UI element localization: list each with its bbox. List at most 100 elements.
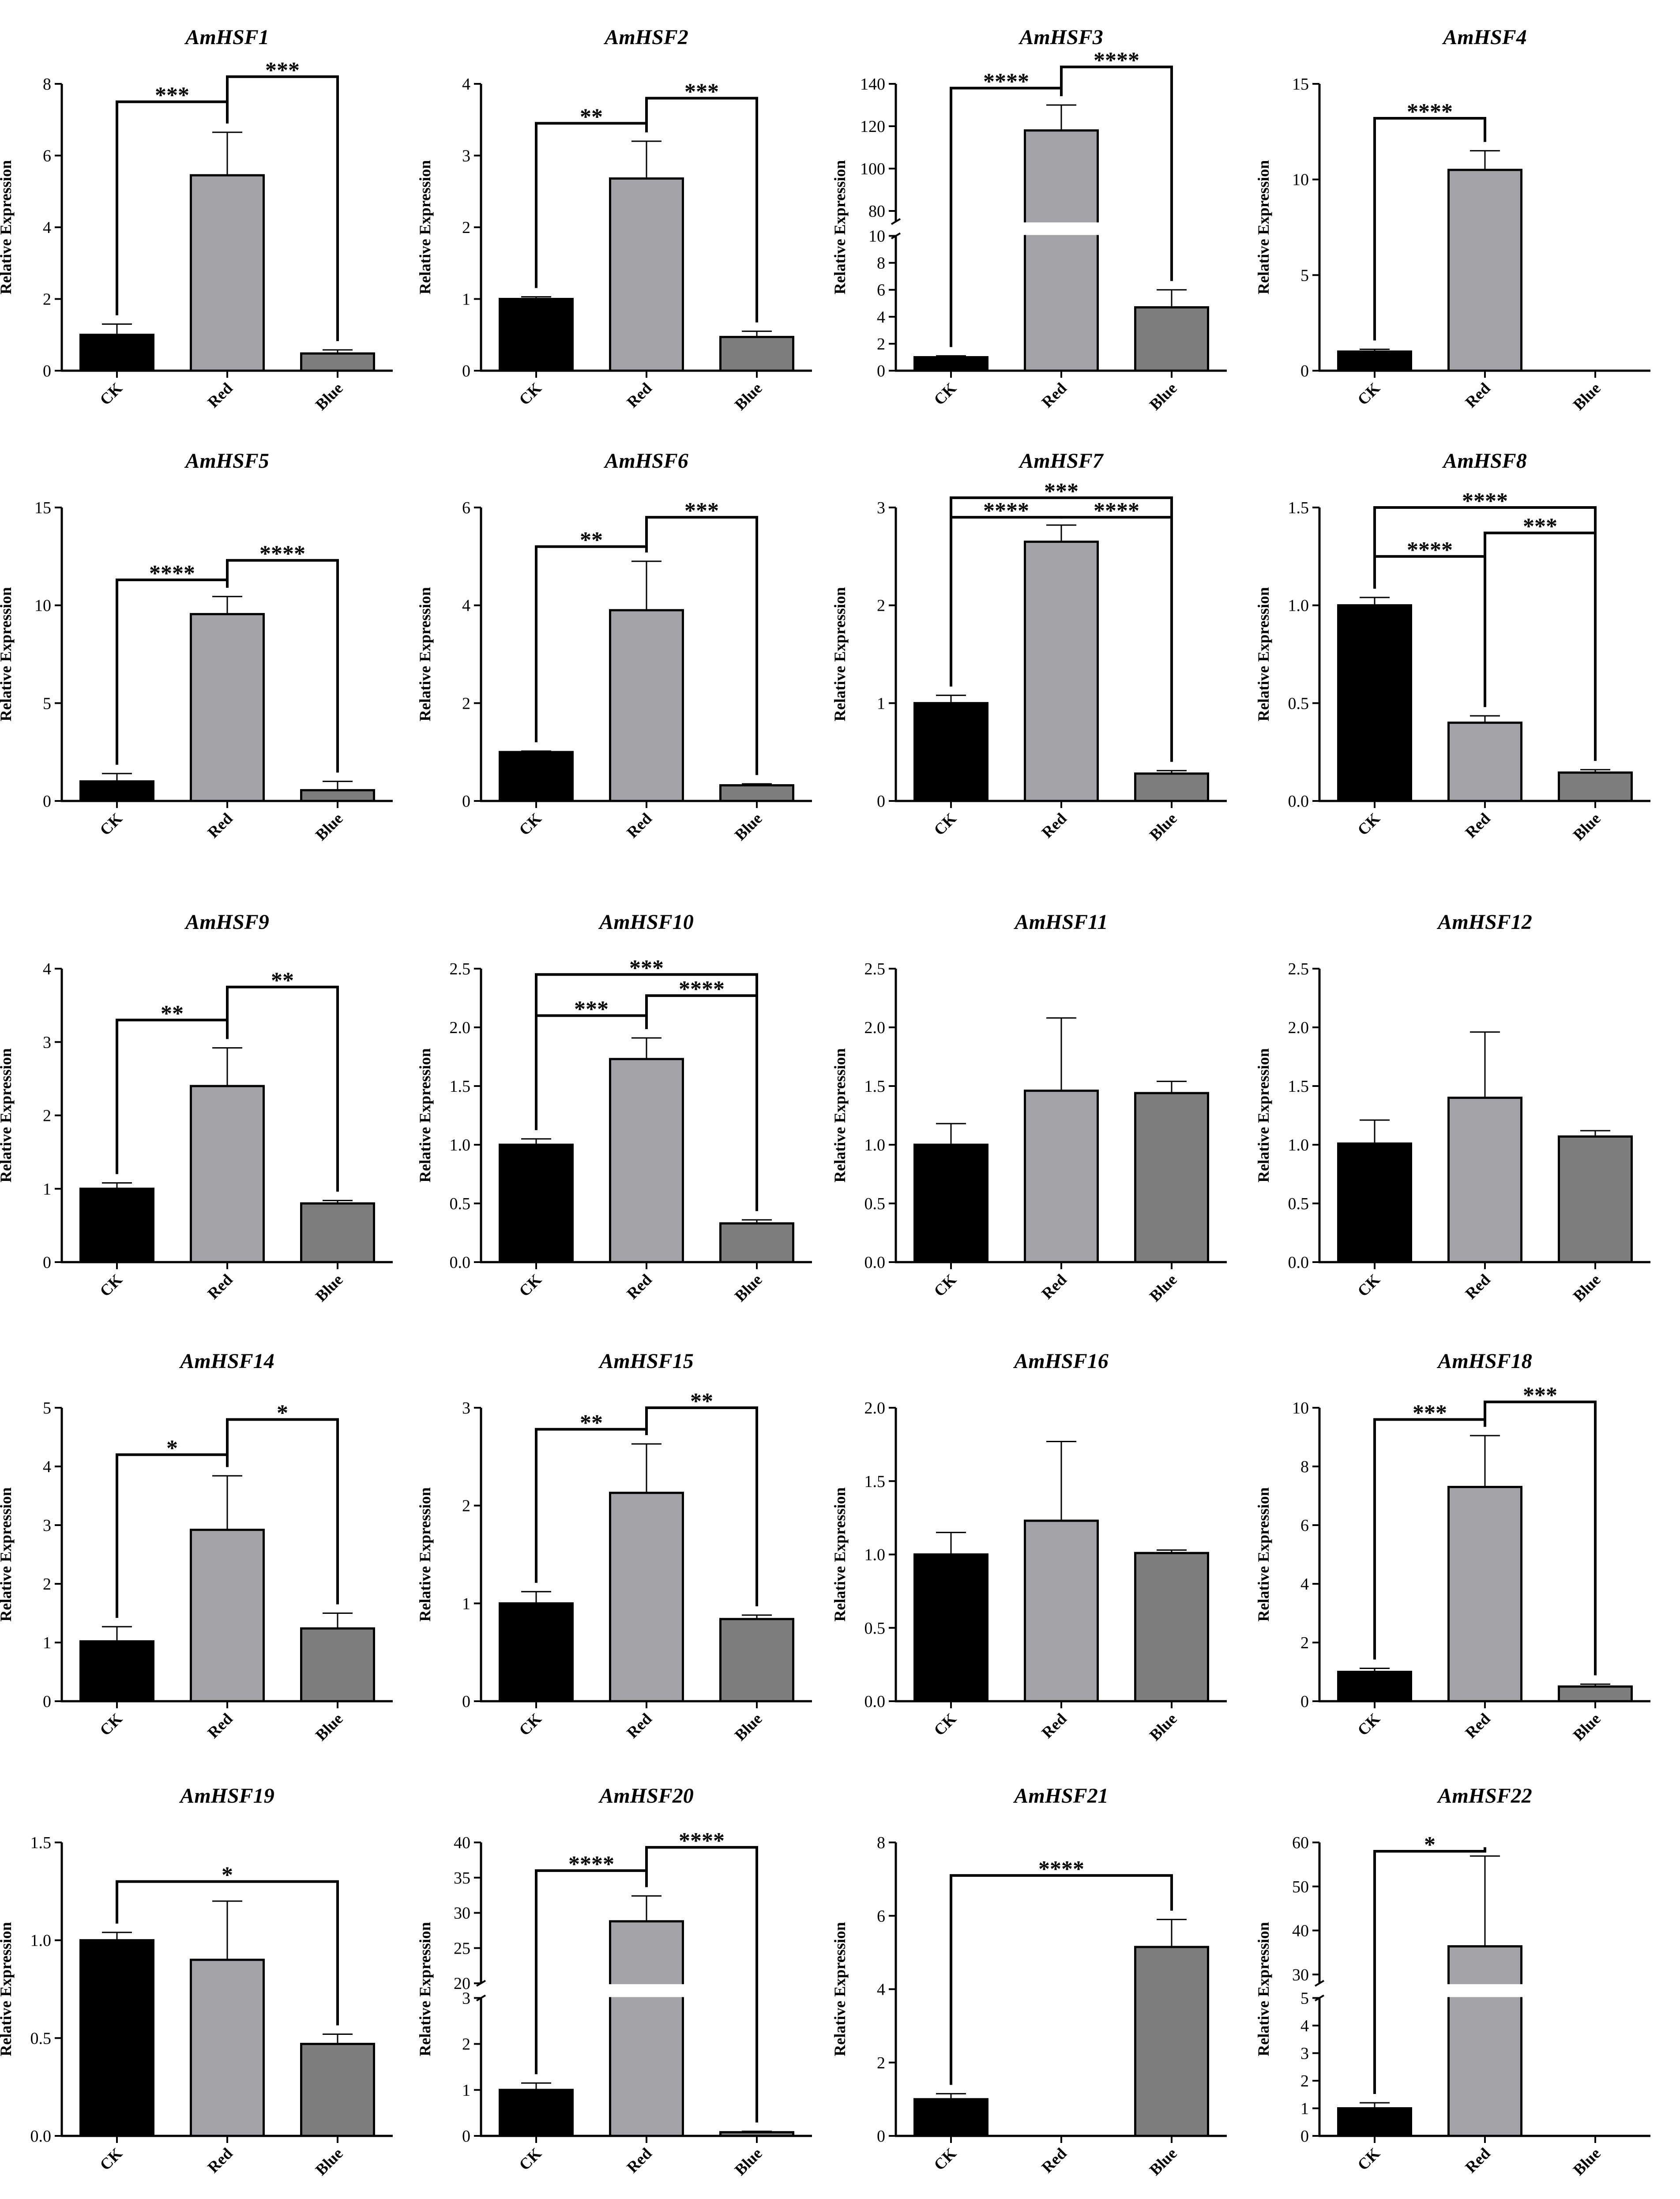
y-tick-label: 4 — [43, 1458, 51, 1476]
x-tick-label: Red — [624, 1710, 655, 1741]
y-tick-label: 120 — [860, 117, 885, 136]
x-tick-label: Blue — [731, 379, 766, 413]
chart-panel-amhsf1: AmHSF1 Relative Expression 0 2 4 6 8 CK Red Blue *… — [0, 26, 393, 413]
chart-panel-amhsf5: AmHSF5 Relative Expression 0 5 10 15 CK Red Blue… — [0, 449, 393, 844]
y-tick-label: 0 — [877, 792, 885, 811]
bar-blue — [300, 1202, 375, 1263]
significance-label: *** — [574, 996, 609, 1022]
y-tick-label: 2.5 — [1288, 960, 1309, 978]
axis-break-gap — [1023, 222, 1100, 235]
chart-title: AmHSF16 — [1013, 1349, 1108, 1373]
significance-label: ** — [271, 968, 294, 993]
significance-label: * — [222, 1863, 233, 1888]
chart-title: AmHSF11 — [1014, 910, 1108, 934]
x-tick-label: Blue — [1570, 1710, 1604, 1744]
y-tick-label: 3 — [43, 1516, 51, 1535]
x-tick-label: Red — [1038, 809, 1070, 841]
significance-label: **** — [983, 498, 1029, 523]
x-tick-label: CK — [515, 1271, 545, 1300]
y-tick-label: 1.5 — [450, 1077, 471, 1096]
significance-bracket — [950, 1874, 1173, 2085]
bar-red — [1447, 169, 1522, 372]
x-tick-label: Blue — [1146, 1710, 1180, 1744]
x-tick-label: Red — [1462, 2144, 1494, 2176]
significance-bracket — [1373, 1847, 1486, 2094]
x-tick-label: Blue — [312, 2144, 346, 2179]
x-tick-label: Red — [1038, 1271, 1070, 1302]
y-tick-label: 1.0 — [864, 1136, 886, 1154]
significance-label: *** — [629, 955, 664, 981]
chart-title: AmHSF21 — [1013, 1784, 1108, 1808]
chart-title: AmHSF9 — [184, 910, 269, 934]
x-tick-label: Blue — [1146, 379, 1180, 413]
significance-label: ** — [161, 1001, 184, 1026]
bar-ck — [79, 780, 154, 802]
chart-title: AmHSF15 — [598, 1349, 693, 1373]
y-tick-label: 0.0 — [864, 1253, 886, 1272]
y-tick-label: 2 — [877, 335, 885, 353]
significance-label: * — [277, 1401, 288, 1426]
y-tick-label: 2.5 — [450, 960, 471, 978]
significance-label: * — [1424, 1832, 1436, 1857]
x-tick-label: Red — [1038, 2144, 1070, 2176]
chart-panel-amhsf7: AmHSF7 Relative Expression 0 1 2 3 CK Red Blue **… — [831, 449, 1227, 844]
y-tick-label: 50 — [1292, 1878, 1309, 1896]
y-tick-label: 0 — [462, 1692, 470, 1711]
chart-title: AmHSF6 — [603, 449, 688, 473]
bar-blue — [719, 784, 794, 802]
bar-red — [1447, 722, 1522, 802]
y-tick-label: 6 — [43, 147, 51, 165]
bar-ck — [499, 2089, 574, 2137]
bar-ck — [79, 1939, 154, 2137]
x-tick-label: CK — [515, 379, 545, 408]
bar-ck — [913, 356, 988, 372]
significance-bracket — [1060, 65, 1173, 281]
y-tick-label: 2.0 — [864, 1019, 886, 1037]
y-tick-label: 3 — [1300, 2044, 1309, 2063]
bar-red — [609, 177, 684, 372]
x-tick-label: Red — [1038, 379, 1070, 411]
significance-label: *** — [684, 79, 719, 105]
chart-panel-amhsf16: AmHSF16 Relative Expression 0.0 0.5 1.0 1.5 2.… — [831, 1349, 1227, 1744]
y-tick-label: 2 — [462, 694, 470, 713]
significance-bracket — [1373, 117, 1486, 341]
bar-blue — [1134, 306, 1209, 372]
bar-ck — [79, 1640, 154, 1703]
y-tick-label: 3 — [877, 499, 885, 517]
significance-bracket — [226, 985, 339, 1192]
y-axis-label: Relative Expression — [0, 160, 15, 294]
significance-bracket — [1484, 1400, 1597, 1676]
x-tick-label: CK — [930, 379, 959, 408]
y-tick-label: 100 — [860, 160, 885, 178]
chart-panel-amhsf8: AmHSF8 Relative Expression 0.0 0.5 1.0 1.5 CK R… — [1255, 449, 1650, 844]
significance-label: ** — [690, 1389, 713, 1414]
bar-red — [1447, 1097, 1522, 1263]
y-axis-label: Relative Expression — [831, 587, 849, 721]
y-tick-label: 25 — [454, 1939, 470, 1958]
significance-label: **** — [679, 1828, 725, 1853]
x-tick-label: Red — [204, 379, 236, 411]
x-tick-label: Blue — [312, 809, 346, 844]
y-tick-label: 60 — [1292, 1834, 1309, 1852]
bar-blue — [1558, 1685, 1633, 1703]
significance-bracket — [226, 559, 339, 773]
y-tick-label: 0.0 — [864, 1692, 886, 1711]
bar-red — [190, 1085, 265, 1263]
chart-title: AmHSF14 — [179, 1349, 274, 1373]
y-tick-label: 6 — [462, 499, 470, 517]
significance-label: *** — [155, 83, 189, 108]
y-tick-label: 140 — [860, 75, 885, 94]
significance-label: ** — [580, 1410, 603, 1436]
bar-blue — [300, 1627, 375, 1703]
bar-ck — [79, 1188, 154, 1263]
x-tick-label: Red — [1462, 809, 1494, 841]
y-tick-label: 0.0 — [1288, 1253, 1309, 1272]
bar-blue — [300, 2043, 375, 2137]
y-axis-label: Relative Expression — [416, 1048, 434, 1182]
y-tick-label: 2 — [43, 290, 51, 309]
y-tick-label: 2 — [43, 1575, 51, 1594]
y-tick-label: 40 — [1292, 1922, 1309, 1940]
x-tick-label: Blue — [1570, 2144, 1604, 2179]
y-axis-label: Relative Expression — [831, 1922, 849, 2056]
y-tick-label: 8 — [1300, 1458, 1309, 1476]
